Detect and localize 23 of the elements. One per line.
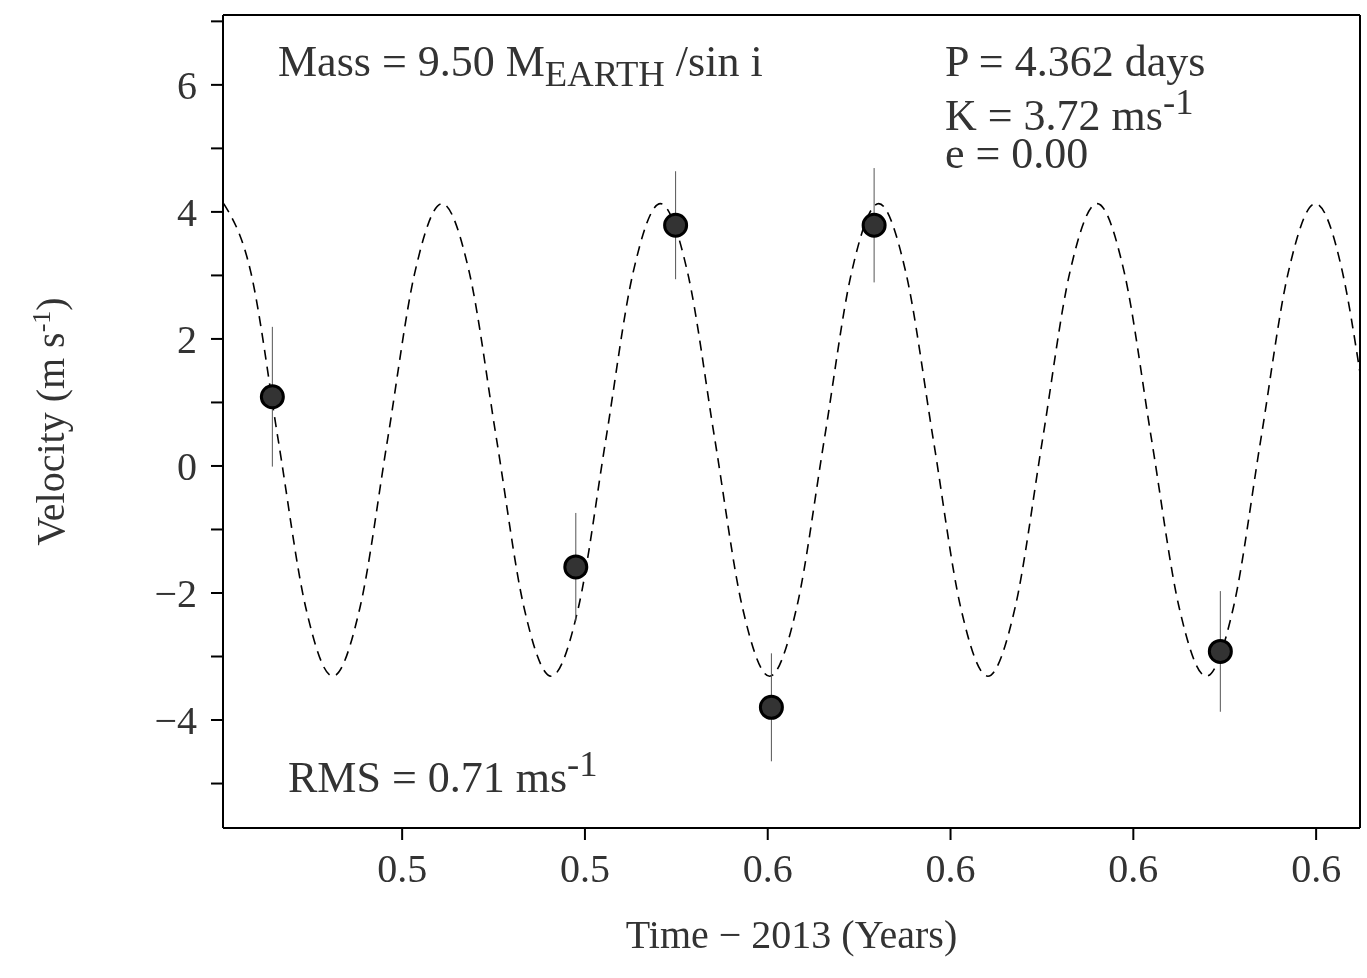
y-tick-label: −2 xyxy=(154,571,197,617)
annotation: Mass = 9.50 M$_{EARTH}$ /sin i xyxy=(278,37,763,94)
point xyxy=(259,384,285,410)
x-tick-label: 0.6 xyxy=(925,846,976,892)
point xyxy=(663,212,689,238)
point xyxy=(563,554,589,580)
point xyxy=(861,212,887,238)
y-tick-label: 2 xyxy=(177,317,197,363)
y-tick-label: −4 xyxy=(154,698,197,744)
x-tick-label: 0.6 xyxy=(742,846,793,892)
point xyxy=(758,694,784,720)
x-tick-label: 0.6 xyxy=(1108,846,1159,892)
y-tick-label: 6 xyxy=(177,63,197,109)
y-tick-label: 0 xyxy=(177,444,197,490)
annotation: RMS = 0.71 ms$^{-1}$ xyxy=(288,743,598,802)
point xyxy=(1207,638,1233,664)
annotation: P = 4.362 days xyxy=(945,37,1206,86)
y-tick-label: 4 xyxy=(177,190,197,236)
annotation: e = 0.00 xyxy=(945,129,1089,178)
x-axis-title: Time − 2013 (Years) xyxy=(625,912,958,957)
x-tick-label: 0.5 xyxy=(559,846,610,892)
x-tick-label: 0.5 xyxy=(377,846,428,892)
x-tick-label: 0.6 xyxy=(1291,846,1342,892)
